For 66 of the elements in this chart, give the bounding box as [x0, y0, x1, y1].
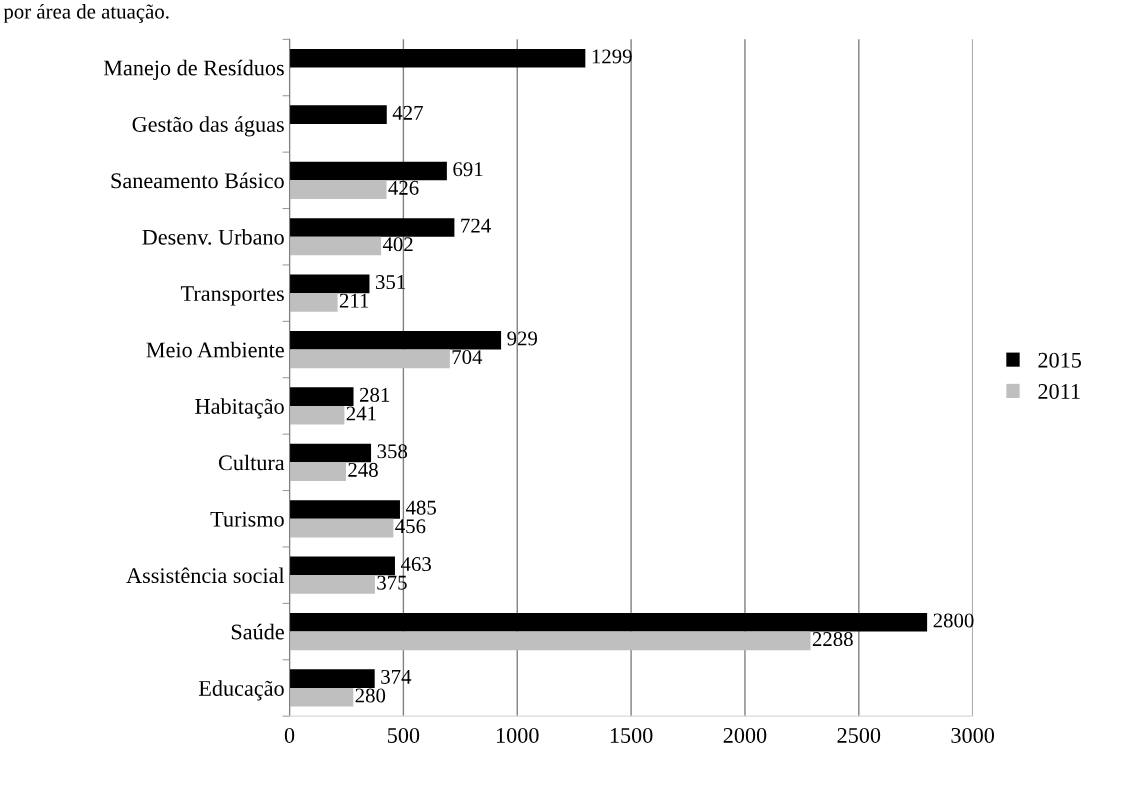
data-label: 2800 — [933, 613, 974, 628]
bar — [289, 387, 354, 406]
bar — [289, 669, 375, 688]
data-label: 427 — [392, 105, 423, 120]
y-tick-label: Assistência social — [126, 567, 285, 584]
bar — [289, 405, 345, 425]
bar — [289, 612, 928, 632]
x-tick-label: 2500 — [837, 727, 881, 743]
y-tick-label: Desenv. Urbano — [142, 229, 284, 245]
bar — [289, 443, 372, 463]
data-label: 281 — [359, 387, 390, 402]
y-tick-label: Saúde — [231, 623, 284, 640]
data-label: 351 — [376, 275, 406, 290]
x-tick-label: 1000 — [496, 727, 539, 743]
bar — [289, 575, 375, 594]
text: por área de atuação. — [3, 3, 169, 23]
bar — [289, 631, 811, 651]
y-tick-label: Saneamento Básico — [111, 172, 284, 189]
bar — [289, 180, 387, 199]
y-tick-label: Manejo de Resíduos — [103, 59, 284, 81]
bar — [289, 330, 502, 350]
data-label: 463 — [400, 557, 431, 572]
data-label: 929 — [507, 331, 538, 346]
y-tick-label: Turismo — [210, 511, 284, 527]
bar — [289, 161, 447, 181]
y-tick-label: Habitação — [195, 398, 284, 419]
data-label: 2288 — [812, 632, 853, 647]
data-label: 691 — [453, 162, 483, 177]
bar — [289, 556, 395, 576]
data-label: 280 — [355, 688, 386, 703]
bar — [289, 236, 382, 256]
bar — [289, 48, 586, 68]
x-tick-label: 3000 — [951, 727, 995, 743]
y-tick-label: Cultura — [218, 454, 285, 471]
y-tick-label: Gestão das águas — [132, 116, 284, 137]
bar — [289, 518, 394, 538]
y-tick-label: Educação — [198, 680, 284, 701]
legend-label: 2015 — [1038, 352, 1082, 368]
bar — [289, 349, 450, 369]
bar — [289, 274, 370, 294]
data-label: 426 — [388, 180, 419, 195]
data-label: 358 — [377, 444, 408, 459]
data-label: 402 — [382, 237, 413, 252]
bar — [289, 105, 387, 124]
x-tick-label: 2000 — [723, 727, 767, 743]
bar — [289, 218, 455, 237]
data-label: 241 — [346, 406, 376, 421]
data-label: 211 — [339, 293, 369, 308]
data-label: 485 — [405, 500, 436, 515]
bar — [289, 500, 400, 519]
data-label: 724 — [461, 218, 491, 233]
y-tick-label: Transportes — [180, 286, 284, 306]
bar — [289, 687, 354, 707]
data-label: 374 — [381, 669, 412, 684]
data-label: 704 — [452, 350, 483, 365]
x-tick-label: 0 — [284, 727, 295, 743]
data-label: 1299 — [592, 49, 632, 64]
legend-label: 2011 — [1038, 383, 1080, 399]
y-tick-label: Meio Ambiente — [146, 341, 284, 358]
x-tick-label: 500 — [388, 727, 420, 743]
bar — [289, 462, 347, 481]
data-label: 456 — [395, 519, 426, 534]
x-tick-label: 1500 — [610, 727, 653, 743]
data-label: 248 — [348, 462, 378, 477]
data-label: 375 — [377, 575, 407, 590]
bar — [289, 293, 338, 312]
